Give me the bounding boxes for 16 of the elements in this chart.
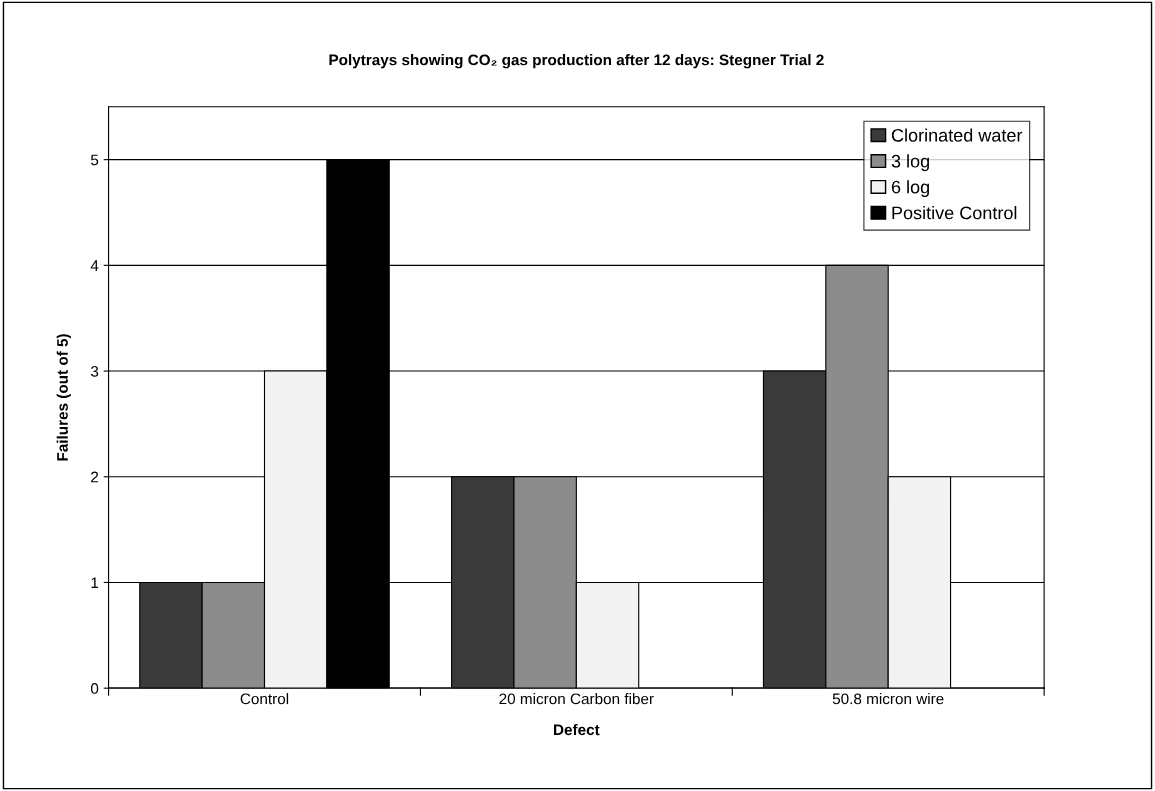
chart-title: Polytrays showing CO₂ gas production after 12 days: Stegner Trial 2	[329, 54, 824, 69]
x-tick-label: 20 micron Carbon fiber	[499, 693, 654, 705]
y-tick-label: 3	[90, 365, 99, 377]
x-tick-label: 50.8 micron wire	[832, 693, 944, 705]
y-tick-label: 5	[90, 154, 99, 166]
x-tick-label: Control	[240, 693, 289, 705]
y-tick-label: 4	[90, 260, 99, 271]
legend-label: Clorinated water	[891, 128, 1023, 142]
y-tick-label: 2	[91, 471, 99, 483]
legend-label: 3 log	[891, 154, 929, 172]
legend-label: Positive Control	[892, 206, 1017, 220]
y-axis-title: Failures (out of 5)	[56, 334, 71, 461]
x-axis-title: Defect	[554, 723, 600, 736]
y-tick-label: 1	[91, 577, 99, 588]
y-tick-label: 0	[90, 683, 99, 694]
legend-label: 6 log	[891, 180, 929, 197]
